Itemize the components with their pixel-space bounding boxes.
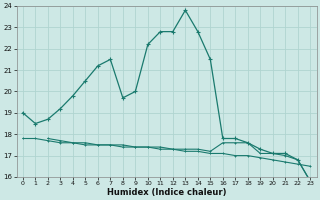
X-axis label: Humidex (Indice chaleur): Humidex (Indice chaleur) (107, 188, 226, 197)
